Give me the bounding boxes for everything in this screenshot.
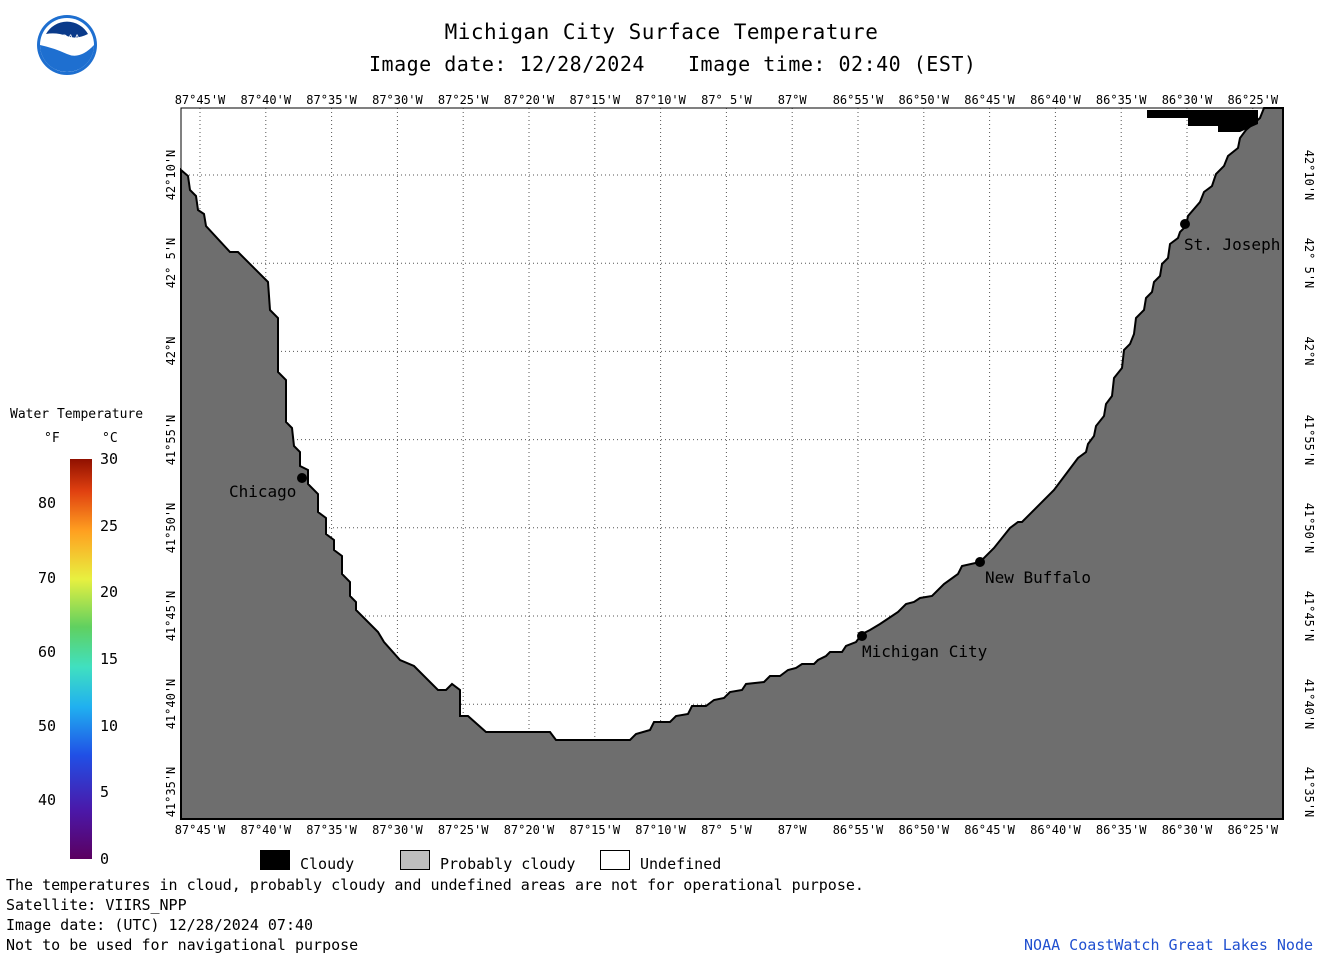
- latitude-label: 42°10'N: [1302, 149, 1316, 201]
- celsius-tick: 0: [100, 850, 110, 868]
- city-label-michigan-city: Michigan City: [862, 642, 988, 661]
- latitude-label: 42° 5'N: [164, 237, 178, 289]
- footer-navigation-warning: Not to be used for navigational purpose: [6, 936, 359, 954]
- city-marker-st-joseph: [1180, 219, 1190, 229]
- city-marker-michigan-city: [857, 631, 867, 641]
- latitude-label: 42°10'N: [164, 149, 178, 201]
- latitude-label: 42°N: [164, 336, 178, 366]
- temperature-colorbar: [70, 459, 92, 859]
- celsius-tick: 5: [100, 783, 110, 802]
- city-label-new-buffalo: New Buffalo: [985, 568, 1091, 587]
- longitude-label: 87°15'W: [569, 823, 621, 837]
- city-label-chicago: Chicago: [229, 482, 297, 501]
- longitude-label: 87°35'W: [306, 93, 357, 107]
- fahrenheit-tick: 80: [38, 494, 57, 513]
- unit-fahrenheit: °F: [44, 431, 60, 446]
- longitude-label: 86°45'W: [964, 823, 1015, 837]
- longitude-label: 86°30'W: [1161, 823, 1213, 837]
- latitude-label: 42°N: [1302, 336, 1316, 366]
- longitude-label: 87°25'W: [437, 93, 489, 107]
- longitude-label: 87°10'W: [635, 93, 686, 107]
- map-title: Michigan City Surface Temperature: [444, 20, 879, 44]
- longitude-label: 87°20'W: [503, 93, 555, 107]
- longitude-label: 86°35'W: [1095, 823, 1147, 837]
- longitude-label: 87° 5'W: [701, 93, 752, 107]
- city-marker-new-buffalo: [975, 557, 985, 567]
- image-time: Image time: 02:40 (EST): [688, 52, 977, 76]
- longitude-label: 87°W: [777, 93, 807, 107]
- footer-utc-date: Image date: (UTC) 12/28/2024 07:40: [6, 916, 314, 934]
- legend-cloudy-label: Cloudy: [300, 855, 355, 873]
- legend-probably-cloudy-label: Probably cloudy: [440, 855, 576, 873]
- celsius-tick: 30: [100, 450, 119, 468]
- footer-satellite: Satellite: VIIRS_NPP: [6, 896, 187, 914]
- longitude-label: 87° 5'W: [701, 823, 752, 837]
- latitude-label: 41°55'N: [1302, 414, 1316, 465]
- longitude-label: 87°30'W: [372, 823, 423, 837]
- longitude-label: 87°30'W: [372, 93, 423, 107]
- longitude-label: 87°45'W: [174, 823, 226, 837]
- longitude-label: 86°25'W: [1227, 823, 1279, 837]
- city-label-st-joseph: St. Joseph: [1184, 235, 1281, 254]
- latitude-label: 41°35'N: [164, 767, 178, 818]
- longitude-label: 87°20'W: [503, 823, 555, 837]
- fahrenheit-tick: 70: [38, 568, 57, 587]
- latitude-label: 41°40'N: [164, 678, 178, 730]
- longitude-label: 87°W: [777, 823, 807, 837]
- city-marker-chicago: [297, 473, 307, 483]
- longitude-label: 86°35'W: [1095, 93, 1147, 107]
- latitude-label: 41°50'N: [1302, 502, 1316, 554]
- credit-link[interactable]: NOAA CoastWatch Great Lakes Node: [1024, 936, 1313, 954]
- longitude-label: 86°50'W: [898, 823, 950, 837]
- legend-undefined-label: Undefined: [640, 855, 722, 873]
- longitude-label: 87°35'W: [306, 823, 357, 837]
- longitude-label: 86°25'W: [1227, 93, 1279, 107]
- celsius-tick: 10: [100, 716, 119, 735]
- longitude-label: 87°40'W: [240, 93, 292, 107]
- latitude-label: 42° 5'N: [1302, 237, 1316, 289]
- latitude-label: 41°55'N: [164, 414, 178, 465]
- celsius-tick: 25: [100, 516, 119, 535]
- fahrenheit-tick: 40: [38, 790, 57, 809]
- longitude-label: 87°10'W: [635, 823, 686, 837]
- legend-title: Water Temperature: [10, 407, 144, 422]
- legend-probably-cloudy-swatch: [400, 850, 430, 870]
- latitude-label: 41°45'N: [164, 590, 178, 642]
- latitude-label: 41°45'N: [1302, 590, 1316, 642]
- latitude-label: 41°50'N: [164, 502, 178, 554]
- image-date: Image date: 12/28/2024: [369, 52, 645, 76]
- longitude-label: 86°50'W: [898, 93, 950, 107]
- longitude-label: 86°40'W: [1030, 823, 1081, 837]
- legend-undefined-swatch: [600, 850, 630, 870]
- unit-celsius: °C: [102, 431, 118, 446]
- longitude-label: 87°45'W: [174, 93, 226, 107]
- footer-disclaimer: The temperatures in cloud, probably clou…: [6, 876, 864, 894]
- longitude-label: 86°30'W: [1161, 93, 1213, 107]
- longitude-label: 87°40'W: [240, 823, 292, 837]
- longitude-label: 87°15'W: [569, 93, 621, 107]
- fahrenheit-tick: 50: [38, 716, 57, 735]
- fahrenheit-tick: 60: [38, 642, 57, 661]
- land-west-south: [180, 107, 1284, 820]
- longitude-label: 86°40'W: [1030, 93, 1081, 107]
- legend-cloudy-swatch: [260, 850, 290, 870]
- longitude-label: 86°45'W: [964, 93, 1015, 107]
- celsius-tick: 15: [100, 650, 119, 668]
- noaa-logo-icon: NOAA: [37, 15, 97, 75]
- longitude-label: 86°55'W: [832, 93, 884, 107]
- cloud-patch: [1147, 110, 1258, 132]
- svg-text:NOAA: NOAA: [54, 34, 81, 44]
- longitude-label: 87°25'W: [437, 823, 489, 837]
- longitude-label: 86°55'W: [832, 823, 884, 837]
- latitude-label: 41°35'N: [1302, 767, 1316, 818]
- latitude-label: 41°40'N: [1302, 678, 1316, 730]
- celsius-tick: 20: [100, 583, 119, 602]
